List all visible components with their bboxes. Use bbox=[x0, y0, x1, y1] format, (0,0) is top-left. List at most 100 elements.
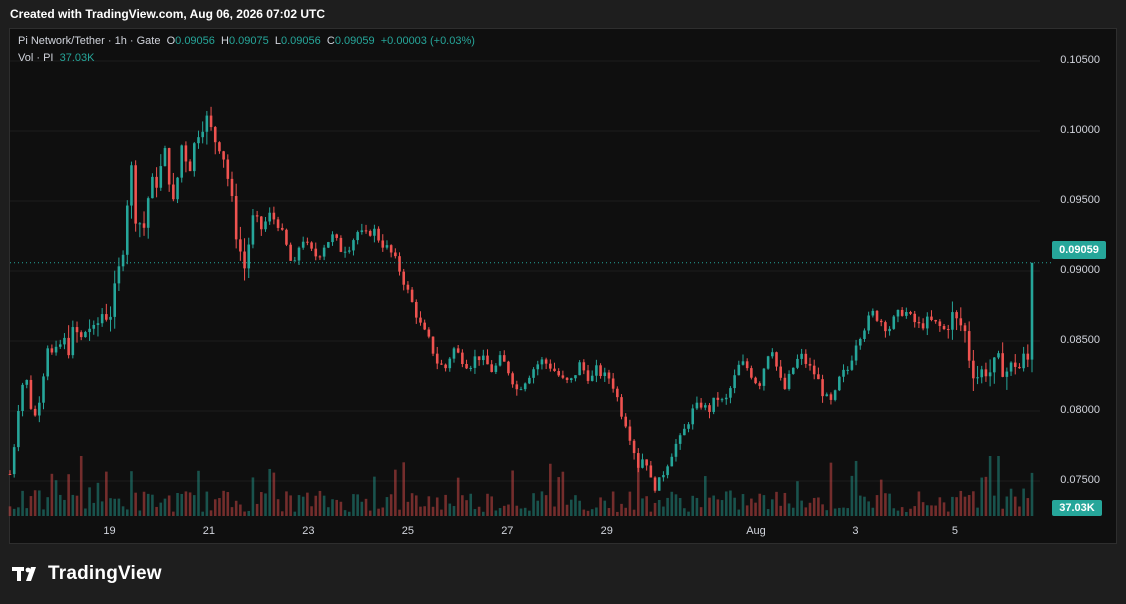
volume-bar bbox=[264, 493, 267, 516]
volume-bar bbox=[100, 501, 104, 516]
volume-bar bbox=[427, 496, 431, 516]
candle-body bbox=[423, 322, 426, 330]
candle-body bbox=[42, 376, 45, 403]
volume-bar bbox=[356, 494, 359, 516]
volume-bar bbox=[92, 502, 96, 516]
candle-body bbox=[850, 360, 854, 370]
candle-body bbox=[130, 165, 133, 206]
candle-body bbox=[674, 443, 678, 457]
volume-bar bbox=[226, 492, 230, 516]
volume-bar bbox=[473, 509, 477, 516]
tradingview-logo-icon bbox=[12, 567, 36, 581]
candle-body bbox=[666, 466, 669, 476]
volume-bar bbox=[951, 496, 954, 516]
volume-bar bbox=[1022, 488, 1025, 516]
candle-body bbox=[239, 239, 242, 252]
candle-body bbox=[695, 402, 699, 409]
volume-bar bbox=[209, 510, 213, 516]
candle-body bbox=[347, 250, 351, 252]
candle-body bbox=[624, 416, 628, 427]
candle-body bbox=[398, 256, 401, 272]
candle-body bbox=[553, 368, 556, 372]
candle-body bbox=[230, 178, 234, 197]
volume-bar bbox=[452, 506, 456, 516]
candle-body bbox=[448, 358, 452, 369]
volume-bar bbox=[645, 496, 648, 516]
volume-bar bbox=[913, 506, 917, 516]
tradingview-brand[interactable]: TradingView bbox=[12, 563, 162, 585]
candle-body bbox=[599, 365, 602, 377]
candle-body bbox=[125, 205, 129, 255]
candle-body bbox=[569, 378, 573, 381]
candle-body bbox=[360, 230, 364, 233]
candle-body bbox=[75, 327, 79, 333]
candle-body bbox=[791, 367, 795, 374]
volume-bar bbox=[272, 472, 276, 516]
low-value: 0.09056 bbox=[281, 35, 321, 47]
candle-body bbox=[113, 283, 117, 317]
volume-bar bbox=[414, 495, 418, 516]
candle-body bbox=[988, 372, 992, 377]
candle-body bbox=[389, 245, 393, 253]
volume-bar bbox=[1030, 472, 1034, 516]
volume-bar bbox=[155, 506, 158, 516]
candle-body bbox=[435, 353, 439, 364]
candle-body bbox=[276, 219, 280, 228]
candle-body bbox=[800, 353, 803, 359]
volume-bar bbox=[925, 505, 929, 516]
volume-bar bbox=[909, 508, 912, 516]
volume-bar bbox=[176, 492, 179, 516]
volume-bar bbox=[419, 506, 422, 516]
volume-bar bbox=[603, 500, 607, 516]
candle-body bbox=[21, 384, 24, 411]
candle-body bbox=[871, 310, 875, 316]
candle-body bbox=[100, 314, 104, 324]
candle-body bbox=[875, 310, 879, 321]
candle-body bbox=[180, 145, 184, 178]
last-price-badge: 0.09059 bbox=[1052, 241, 1106, 259]
candle-body bbox=[452, 348, 456, 359]
candle-body bbox=[419, 317, 422, 323]
volume-bar bbox=[431, 506, 435, 516]
volume-bar bbox=[398, 509, 401, 516]
candle-body bbox=[515, 384, 519, 390]
candle-body bbox=[38, 402, 41, 416]
created-with-caption: Created with TradingView.com, Aug 06, 20… bbox=[10, 7, 325, 21]
candle-body bbox=[984, 369, 988, 377]
volume-bar bbox=[896, 510, 900, 516]
volume-bar bbox=[641, 498, 644, 516]
chart-pane[interactable] bbox=[9, 28, 1117, 544]
volume-bar bbox=[549, 463, 552, 516]
candle-body bbox=[1026, 353, 1030, 360]
volume-bar bbox=[917, 491, 921, 516]
volume-bar bbox=[900, 507, 904, 516]
candle-body bbox=[461, 352, 464, 365]
candle-body bbox=[498, 355, 502, 366]
candle-body bbox=[662, 475, 665, 478]
volume-bar bbox=[796, 481, 799, 516]
volume-bar bbox=[946, 511, 950, 516]
volume-bar bbox=[465, 500, 468, 516]
symbol-title: Pi Network/Tether · 1h · Gate bbox=[18, 35, 161, 47]
volume-bar bbox=[285, 491, 288, 516]
candle-body bbox=[1018, 366, 1021, 369]
time-tick-label: 5 bbox=[951, 525, 958, 537]
volume-bar bbox=[863, 496, 866, 516]
volume-bar bbox=[829, 462, 833, 516]
candle-body bbox=[519, 389, 523, 391]
candle-body bbox=[892, 316, 896, 329]
candle-body bbox=[193, 143, 196, 172]
symbol-legend: Pi Network/Tether · 1h · Gate O0.09056 H… bbox=[18, 35, 475, 47]
candle-body bbox=[829, 394, 833, 400]
volume-bar bbox=[172, 511, 175, 516]
candle-body bbox=[63, 337, 66, 345]
volume-bar bbox=[222, 490, 225, 516]
candle-body bbox=[285, 229, 288, 245]
candle-body bbox=[766, 356, 770, 369]
volume-bar bbox=[469, 493, 473, 516]
price-tick-label: 0.08500 bbox=[1060, 334, 1100, 346]
volume-bar bbox=[239, 504, 242, 516]
candle-body bbox=[771, 352, 774, 357]
volume-bar bbox=[280, 511, 284, 516]
